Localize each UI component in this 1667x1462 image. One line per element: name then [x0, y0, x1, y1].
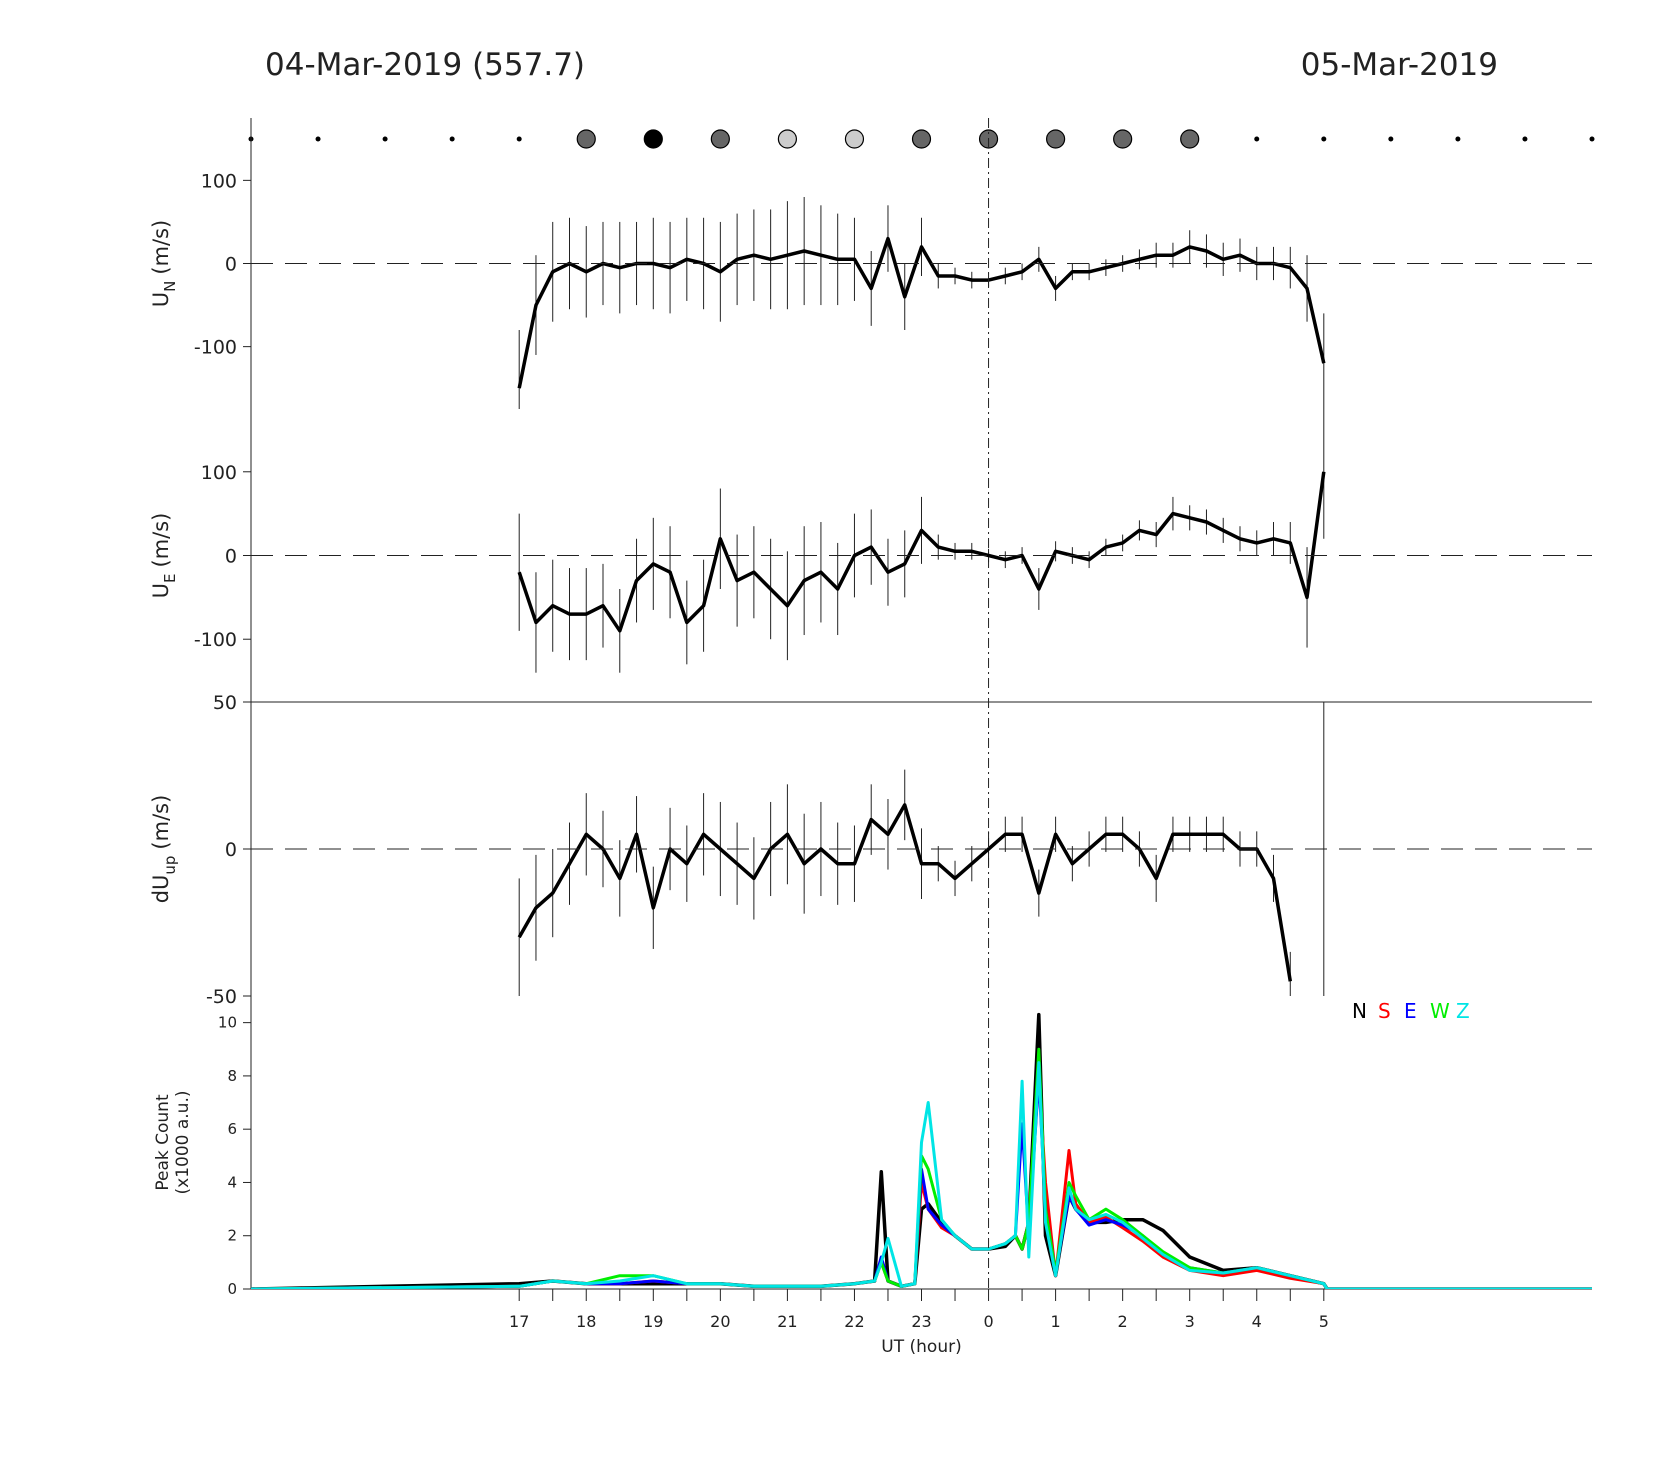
legend-entry: S — [1378, 999, 1391, 1023]
x-tick-label: 18 — [576, 1312, 596, 1331]
y-tick-label: -100 — [194, 629, 237, 651]
x-tick-label: 5 — [1319, 1312, 1329, 1331]
y-tick-label: 2 — [227, 1227, 237, 1245]
y-tick-label: 8 — [227, 1067, 237, 1085]
y-tick-label: 100 — [201, 170, 237, 192]
x-tick-label: 17 — [509, 1312, 529, 1331]
x-tick-label: 1 — [1051, 1312, 1061, 1331]
y-tick-label: 50 — [213, 692, 237, 714]
x-tick-label: 21 — [777, 1312, 797, 1331]
x-tick-label: 2 — [1118, 1312, 1128, 1331]
x-tick-label: 20 — [710, 1312, 730, 1331]
y-label-unit: (m/s) — [149, 513, 173, 568]
sky-circle — [844, 129, 865, 149]
sky-circle — [576, 129, 596, 149]
sky-dot — [315, 136, 321, 142]
y-axis-label: (x1000 a.u.) — [173, 1091, 193, 1195]
x-tick-label: 19 — [643, 1312, 663, 1331]
legend-entry: N — [1352, 999, 1367, 1023]
y-label-base: U — [149, 583, 173, 598]
y-tick-label: 0 — [225, 546, 237, 568]
y-tick-label: 0 — [225, 254, 237, 276]
y-tick-label: 0 — [227, 1280, 237, 1298]
plot-area — [517, 409, 1326, 673]
y-label-sub: up — [161, 856, 179, 875]
x-tick-label: 23 — [911, 1312, 931, 1331]
data-line — [517, 236, 1326, 389]
y-tick-label: 6 — [227, 1120, 237, 1138]
x-tick-label: 0 — [983, 1312, 993, 1331]
y-tick-label: 4 — [227, 1173, 237, 1191]
x-axis-label: UT (hour) — [881, 1337, 961, 1357]
sky-dot — [449, 136, 455, 142]
plot-area — [517, 196, 1326, 409]
legend-entry: W — [1430, 999, 1450, 1023]
y-label-base: dU — [149, 875, 173, 904]
y-label-unit: (m/s) — [149, 795, 173, 850]
y-tick-label: 100 — [201, 462, 237, 484]
sky-dot — [1522, 136, 1528, 142]
y-axis-label: Peak Count — [153, 1094, 173, 1191]
sky-circle — [911, 129, 932, 149]
y-axis-label: UE (m/s) — [149, 513, 179, 599]
y-label-sub: E — [161, 574, 179, 583]
title-right: 05-Mar-2019 — [1301, 47, 1498, 83]
y-label-sub: N — [161, 281, 179, 292]
plot-area — [519, 702, 1324, 996]
data-line — [517, 471, 1326, 633]
y-tick-label: -100 — [194, 337, 237, 359]
y-label-base: U — [149, 292, 173, 307]
sky-circle — [1180, 129, 1200, 149]
y-label-unit: (m/s) — [149, 220, 173, 275]
sky-dot — [1388, 136, 1394, 142]
y-axis-label: UN (m/s) — [149, 220, 179, 307]
x-tick-label: 22 — [844, 1312, 864, 1331]
sky-dot — [1589, 136, 1595, 142]
x-tick-label: 4 — [1252, 1312, 1262, 1331]
legend-entry: Z — [1456, 999, 1470, 1023]
y-tick-label: 0 — [225, 839, 237, 861]
sky-circle — [710, 129, 730, 149]
plot-area — [251, 1012, 1592, 1289]
y-tick-label: -50 — [206, 986, 237, 1008]
sky-circle — [1113, 129, 1133, 149]
x-tick-label: 3 — [1185, 1312, 1195, 1331]
sky-dot — [382, 136, 388, 142]
sky-circle — [1045, 129, 1066, 149]
sky-dot — [516, 136, 522, 142]
sky-dot — [1254, 136, 1260, 142]
title-left: 04-Mar-2019 (557.7) — [265, 47, 585, 83]
sky-dot — [1321, 136, 1327, 142]
sky-circle — [777, 129, 798, 149]
y-axis-label: dUup (m/s) — [149, 795, 179, 904]
sky-dot — [1455, 136, 1461, 142]
sky-circle — [643, 129, 663, 149]
y-tick-label: 10 — [218, 1014, 237, 1032]
data-line — [251, 1061, 1592, 1289]
legend-entry: E — [1404, 999, 1417, 1023]
